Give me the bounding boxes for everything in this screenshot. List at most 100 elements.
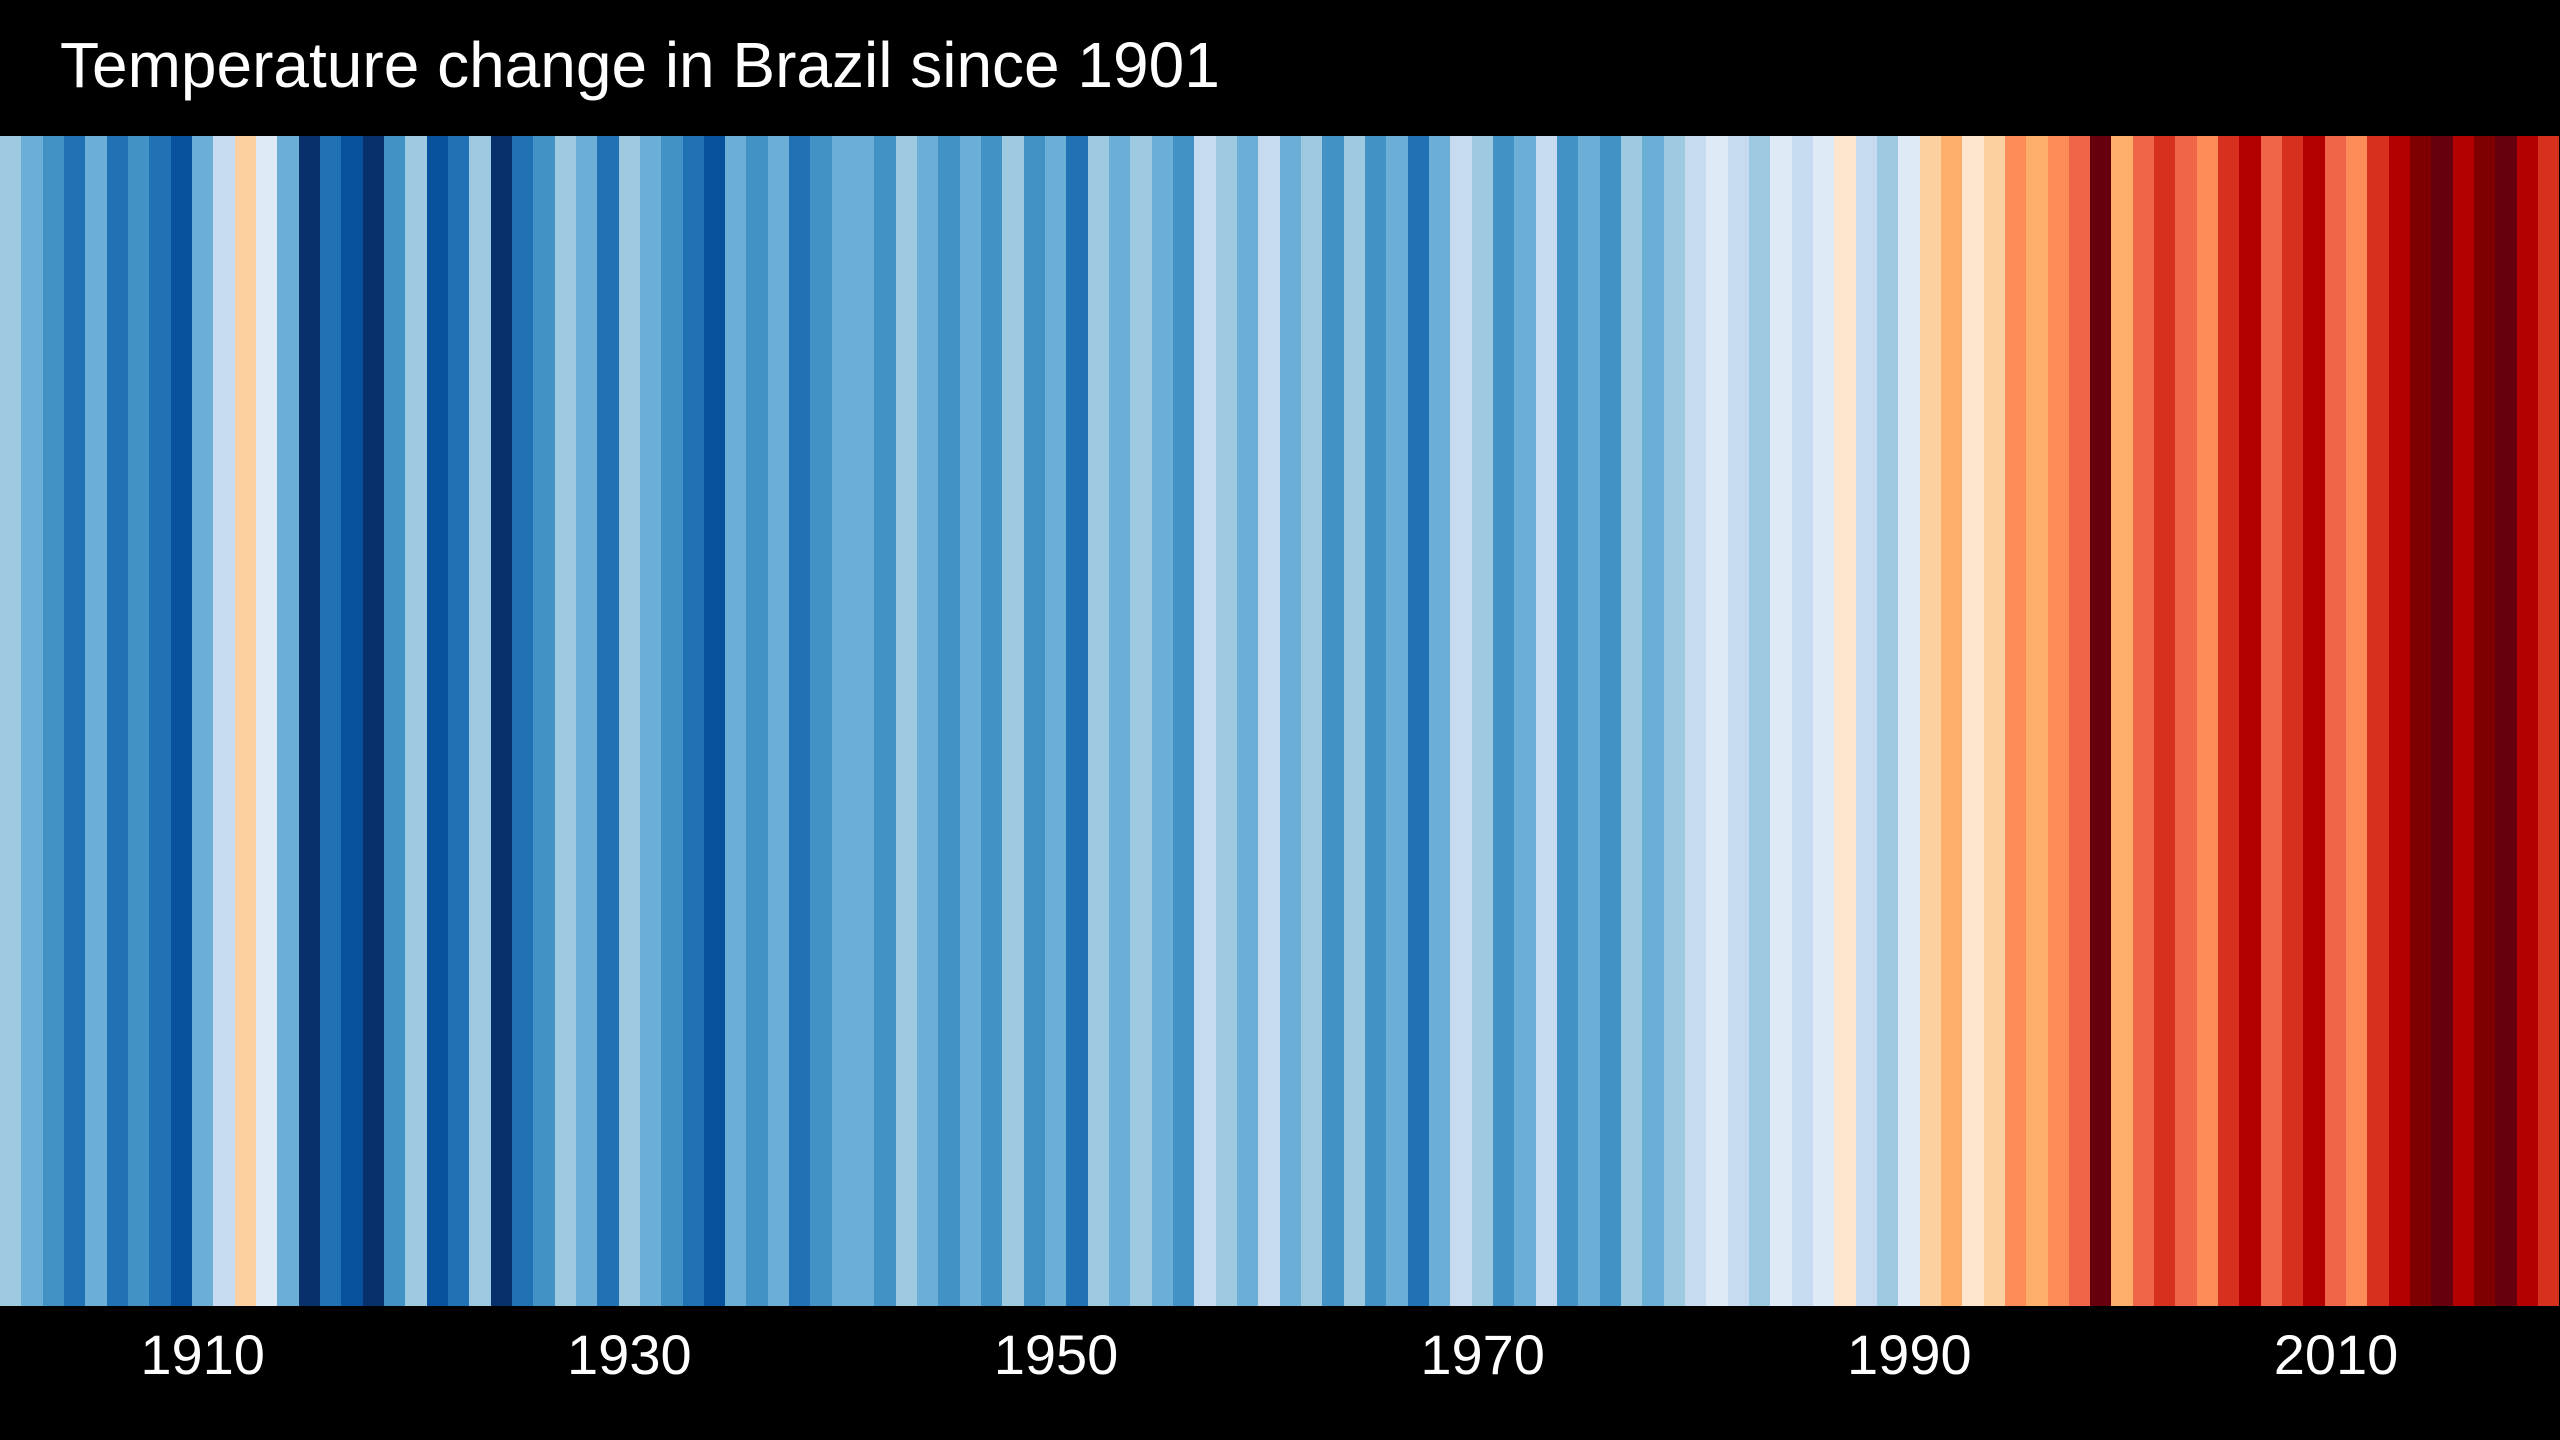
axis-tick-1970: 1970 [1420, 1322, 1545, 1387]
stripe-year-2005 [2218, 136, 2239, 1306]
stripes-region [0, 136, 2560, 1306]
stripe-year-1902 [21, 136, 42, 1306]
stripe-year-1941 [853, 136, 874, 1306]
stripe-year-1947 [981, 136, 1002, 1306]
stripe-year-1988 [1856, 136, 1877, 1306]
stripe-year-1904 [64, 136, 85, 1306]
stripe-year-1987 [1834, 136, 1855, 1306]
stripe-year-1995 [2005, 136, 2026, 1306]
stripe-year-1956 [1173, 136, 1194, 1306]
stripe-year-1906 [107, 136, 128, 1306]
stripe-year-2013 [2389, 136, 2410, 1306]
stripe-year-1936 [746, 136, 767, 1306]
stripe-year-1958 [1216, 136, 1237, 1306]
stripe-year-1997 [2048, 136, 2069, 1306]
stripe-year-1924 [491, 136, 512, 1306]
stripe-year-1934 [704, 136, 725, 1306]
stripe-year-2006 [2239, 136, 2260, 1306]
stripe-year-1929 [597, 136, 618, 1306]
stripe-year-1998 [2069, 136, 2090, 1306]
stripe-year-1909 [171, 136, 192, 1306]
stripe-year-1911 [213, 136, 234, 1306]
stripe-year-1999 [2090, 136, 2111, 1306]
stripe-year-1964 [1344, 136, 1365, 1306]
stripe-year-1973 [1536, 136, 1557, 1306]
stripe-year-2001 [2133, 136, 2154, 1306]
stripe-year-1985 [1792, 136, 1813, 1306]
stripe-year-1913 [256, 136, 277, 1306]
stripe-year-2018 [2495, 136, 2516, 1306]
stripe-year-1939 [810, 136, 831, 1306]
stripe-year-1974 [1557, 136, 1578, 1306]
stripe-year-1915 [299, 136, 320, 1306]
stripe-year-1971 [1493, 136, 1514, 1306]
stripe-year-1908 [149, 136, 170, 1306]
stripe-year-1943 [896, 136, 917, 1306]
stripe-year-2004 [2197, 136, 2218, 1306]
stripe-year-1917 [341, 136, 362, 1306]
stripe-year-1957 [1194, 136, 1215, 1306]
stripe-year-1919 [384, 136, 405, 1306]
stripe-year-1942 [874, 136, 895, 1306]
stripe-year-1993 [1962, 136, 1983, 1306]
warming-stripes-chart: Temperature change in Brazil since 1901 … [0, 0, 2560, 1440]
stripe-year-1938 [789, 136, 810, 1306]
stripe-year-1949 [1024, 136, 1045, 1306]
stripe-year-1975 [1578, 136, 1599, 1306]
stripe-year-2007 [2261, 136, 2282, 1306]
stripe-year-1948 [1002, 136, 1023, 1306]
stripe-year-1983 [1749, 136, 1770, 1306]
stripe-year-1986 [1813, 136, 1834, 1306]
stripe-year-1966 [1386, 136, 1407, 1306]
stripe-year-1980 [1685, 136, 1706, 1306]
stripe-year-1970 [1472, 136, 1493, 1306]
stripe-year-1981 [1706, 136, 1727, 1306]
stripe-year-1935 [725, 136, 746, 1306]
stripe-year-1927 [555, 136, 576, 1306]
stripe-year-2016 [2453, 136, 2474, 1306]
stripe-year-1930 [619, 136, 640, 1306]
stripe-year-2008 [2282, 136, 2303, 1306]
stripe-year-1982 [1728, 136, 1749, 1306]
chart-title: Temperature change in Brazil since 1901 [60, 28, 1220, 102]
stripe-year-1926 [533, 136, 554, 1306]
stripe-year-1945 [938, 136, 959, 1306]
stripe-year-1928 [576, 136, 597, 1306]
stripe-year-2003 [2175, 136, 2196, 1306]
stripe-year-1960 [1258, 136, 1279, 1306]
stripe-year-1976 [1600, 136, 1621, 1306]
axis-tick-1990: 1990 [1847, 1322, 1972, 1387]
stripe-year-1972 [1514, 136, 1535, 1306]
stripe-year-1952 [1088, 136, 1109, 1306]
stripe-year-1946 [960, 136, 981, 1306]
stripe-year-2009 [2303, 136, 2324, 1306]
axis-tick-1910: 1910 [140, 1322, 265, 1387]
stripe-year-2000 [2111, 136, 2132, 1306]
stripe-year-1920 [405, 136, 426, 1306]
stripe-year-1968 [1429, 136, 1450, 1306]
stripe-year-1977 [1621, 136, 1642, 1306]
stripe-year-1925 [512, 136, 533, 1306]
stripe-year-1954 [1130, 136, 1151, 1306]
stripe-year-1950 [1045, 136, 1066, 1306]
stripe-year-2020 [2538, 136, 2559, 1306]
axis-tick-2010: 2010 [2274, 1322, 2399, 1387]
stripe-year-1959 [1237, 136, 1258, 1306]
stripe-year-2014 [2410, 136, 2431, 1306]
stripe-year-1914 [277, 136, 298, 1306]
axis-tick-1930: 1930 [567, 1322, 692, 1387]
stripe-year-1937 [768, 136, 789, 1306]
stripe-year-1991 [1920, 136, 1941, 1306]
stripe-year-1918 [363, 136, 384, 1306]
stripe-year-1907 [128, 136, 149, 1306]
stripe-year-1901 [0, 136, 21, 1306]
stripe-year-2017 [2474, 136, 2495, 1306]
stripe-year-1996 [2026, 136, 2047, 1306]
stripe-year-1921 [427, 136, 448, 1306]
stripe-year-1978 [1642, 136, 1663, 1306]
stripe-year-1951 [1066, 136, 1087, 1306]
stripe-year-1989 [1877, 136, 1898, 1306]
stripe-year-1955 [1152, 136, 1173, 1306]
stripe-year-1992 [1941, 136, 1962, 1306]
stripe-year-2012 [2367, 136, 2388, 1306]
